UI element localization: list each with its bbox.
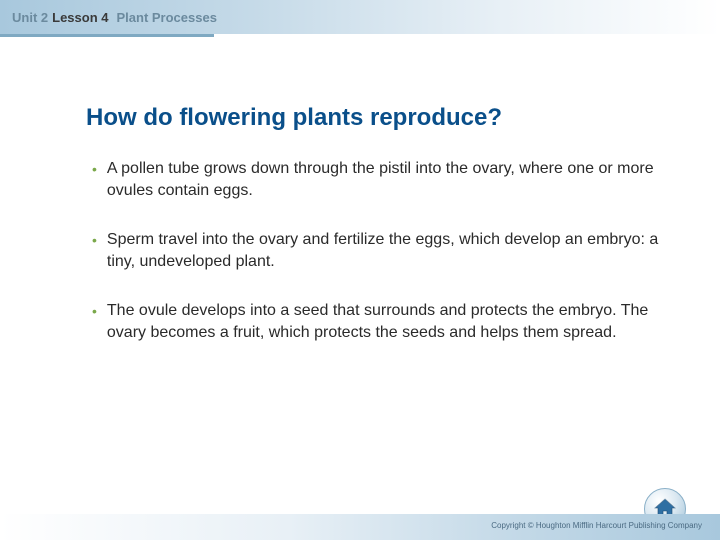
lesson-title: Plant Processes — [116, 10, 216, 25]
copyright-text: Copyright © Houghton Mifflin Harcourt Pu… — [491, 521, 702, 530]
slide-heading: How do flowering plants reproduce? — [86, 104, 660, 132]
header-underline — [0, 34, 214, 37]
unit-label: Unit 2 — [12, 10, 48, 25]
bullet-text: A pollen tube grows down through the pis… — [107, 158, 660, 201]
bullet-marker-icon: • — [92, 229, 97, 251]
bullet-item: • The ovule develops into a seed that su… — [86, 300, 660, 343]
slide-footer: Copyright © Houghton Mifflin Harcourt Pu… — [0, 514, 720, 540]
bullet-text: The ovule develops into a seed that surr… — [107, 300, 660, 343]
lesson-label: Lesson 4 — [52, 10, 108, 25]
slide-header: Unit 2 Lesson 4 Plant Processes — [0, 0, 720, 34]
slide-content: How do flowering plants reproduce? • A p… — [0, 34, 720, 344]
bullet-marker-icon: • — [92, 158, 97, 180]
bullet-marker-icon: • — [92, 300, 97, 322]
bullet-text: Sperm travel into the ovary and fertiliz… — [107, 229, 660, 272]
bullet-item: • A pollen tube grows down through the p… — [86, 158, 660, 201]
bullet-item: • Sperm travel into the ovary and fertil… — [86, 229, 660, 272]
